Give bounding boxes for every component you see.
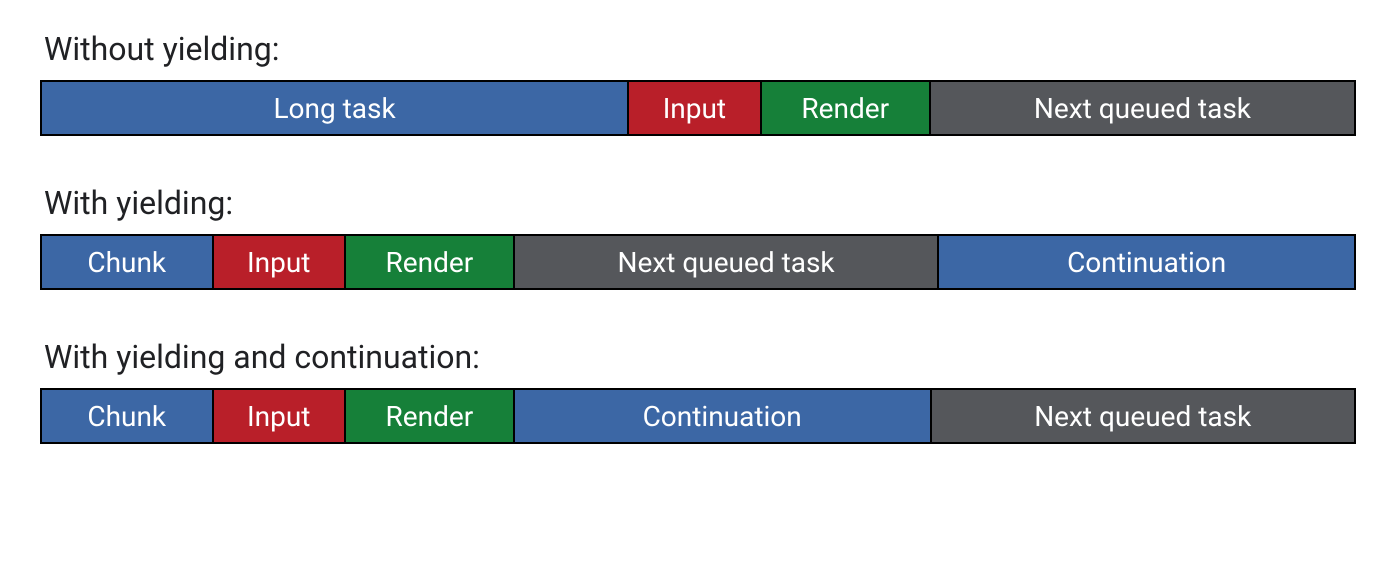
timeline-segment: Long task <box>42 82 629 134</box>
timeline-segment: Next queued task <box>932 390 1355 442</box>
section-title: With yielding and continuation: <box>40 338 1356 376</box>
timeline-segment: Input <box>629 82 762 134</box>
timeline-segment: Render <box>346 236 515 288</box>
timeline-segment: Chunk <box>42 390 214 442</box>
timeline-segment: Continuation <box>939 236 1354 288</box>
diagram-container: Without yielding:Long taskInputRenderNex… <box>40 30 1356 444</box>
timeline-segment: Chunk <box>42 236 214 288</box>
timeline-segment: Render <box>762 82 931 134</box>
timeline-segment: Continuation <box>515 390 932 442</box>
timeline-segment: Input <box>214 390 346 442</box>
timeline-section: Without yielding: Long taskInputRenderNex… <box>40 30 1356 136</box>
section-title: With yielding: <box>40 184 1356 222</box>
timeline-segment: Next queued task <box>515 236 940 288</box>
timeline-section: With yielding: ChunkInputRenderNext queue… <box>40 184 1356 290</box>
timeline-segment: Input <box>214 236 346 288</box>
timeline-segment: Next queued task <box>931 82 1354 134</box>
timeline-bar: Long taskInputRenderNext queued task <box>40 80 1356 136</box>
timeline-bar: ChunkInputRenderNext queued taskContinua… <box>40 234 1356 290</box>
section-title: Without yielding: <box>40 30 1356 68</box>
timeline-bar: ChunkInputRenderContinuationNext queued … <box>40 388 1356 444</box>
timeline-segment: Render <box>346 390 515 442</box>
timeline-section: With yielding and continuation: ChunkInpu… <box>40 338 1356 444</box>
